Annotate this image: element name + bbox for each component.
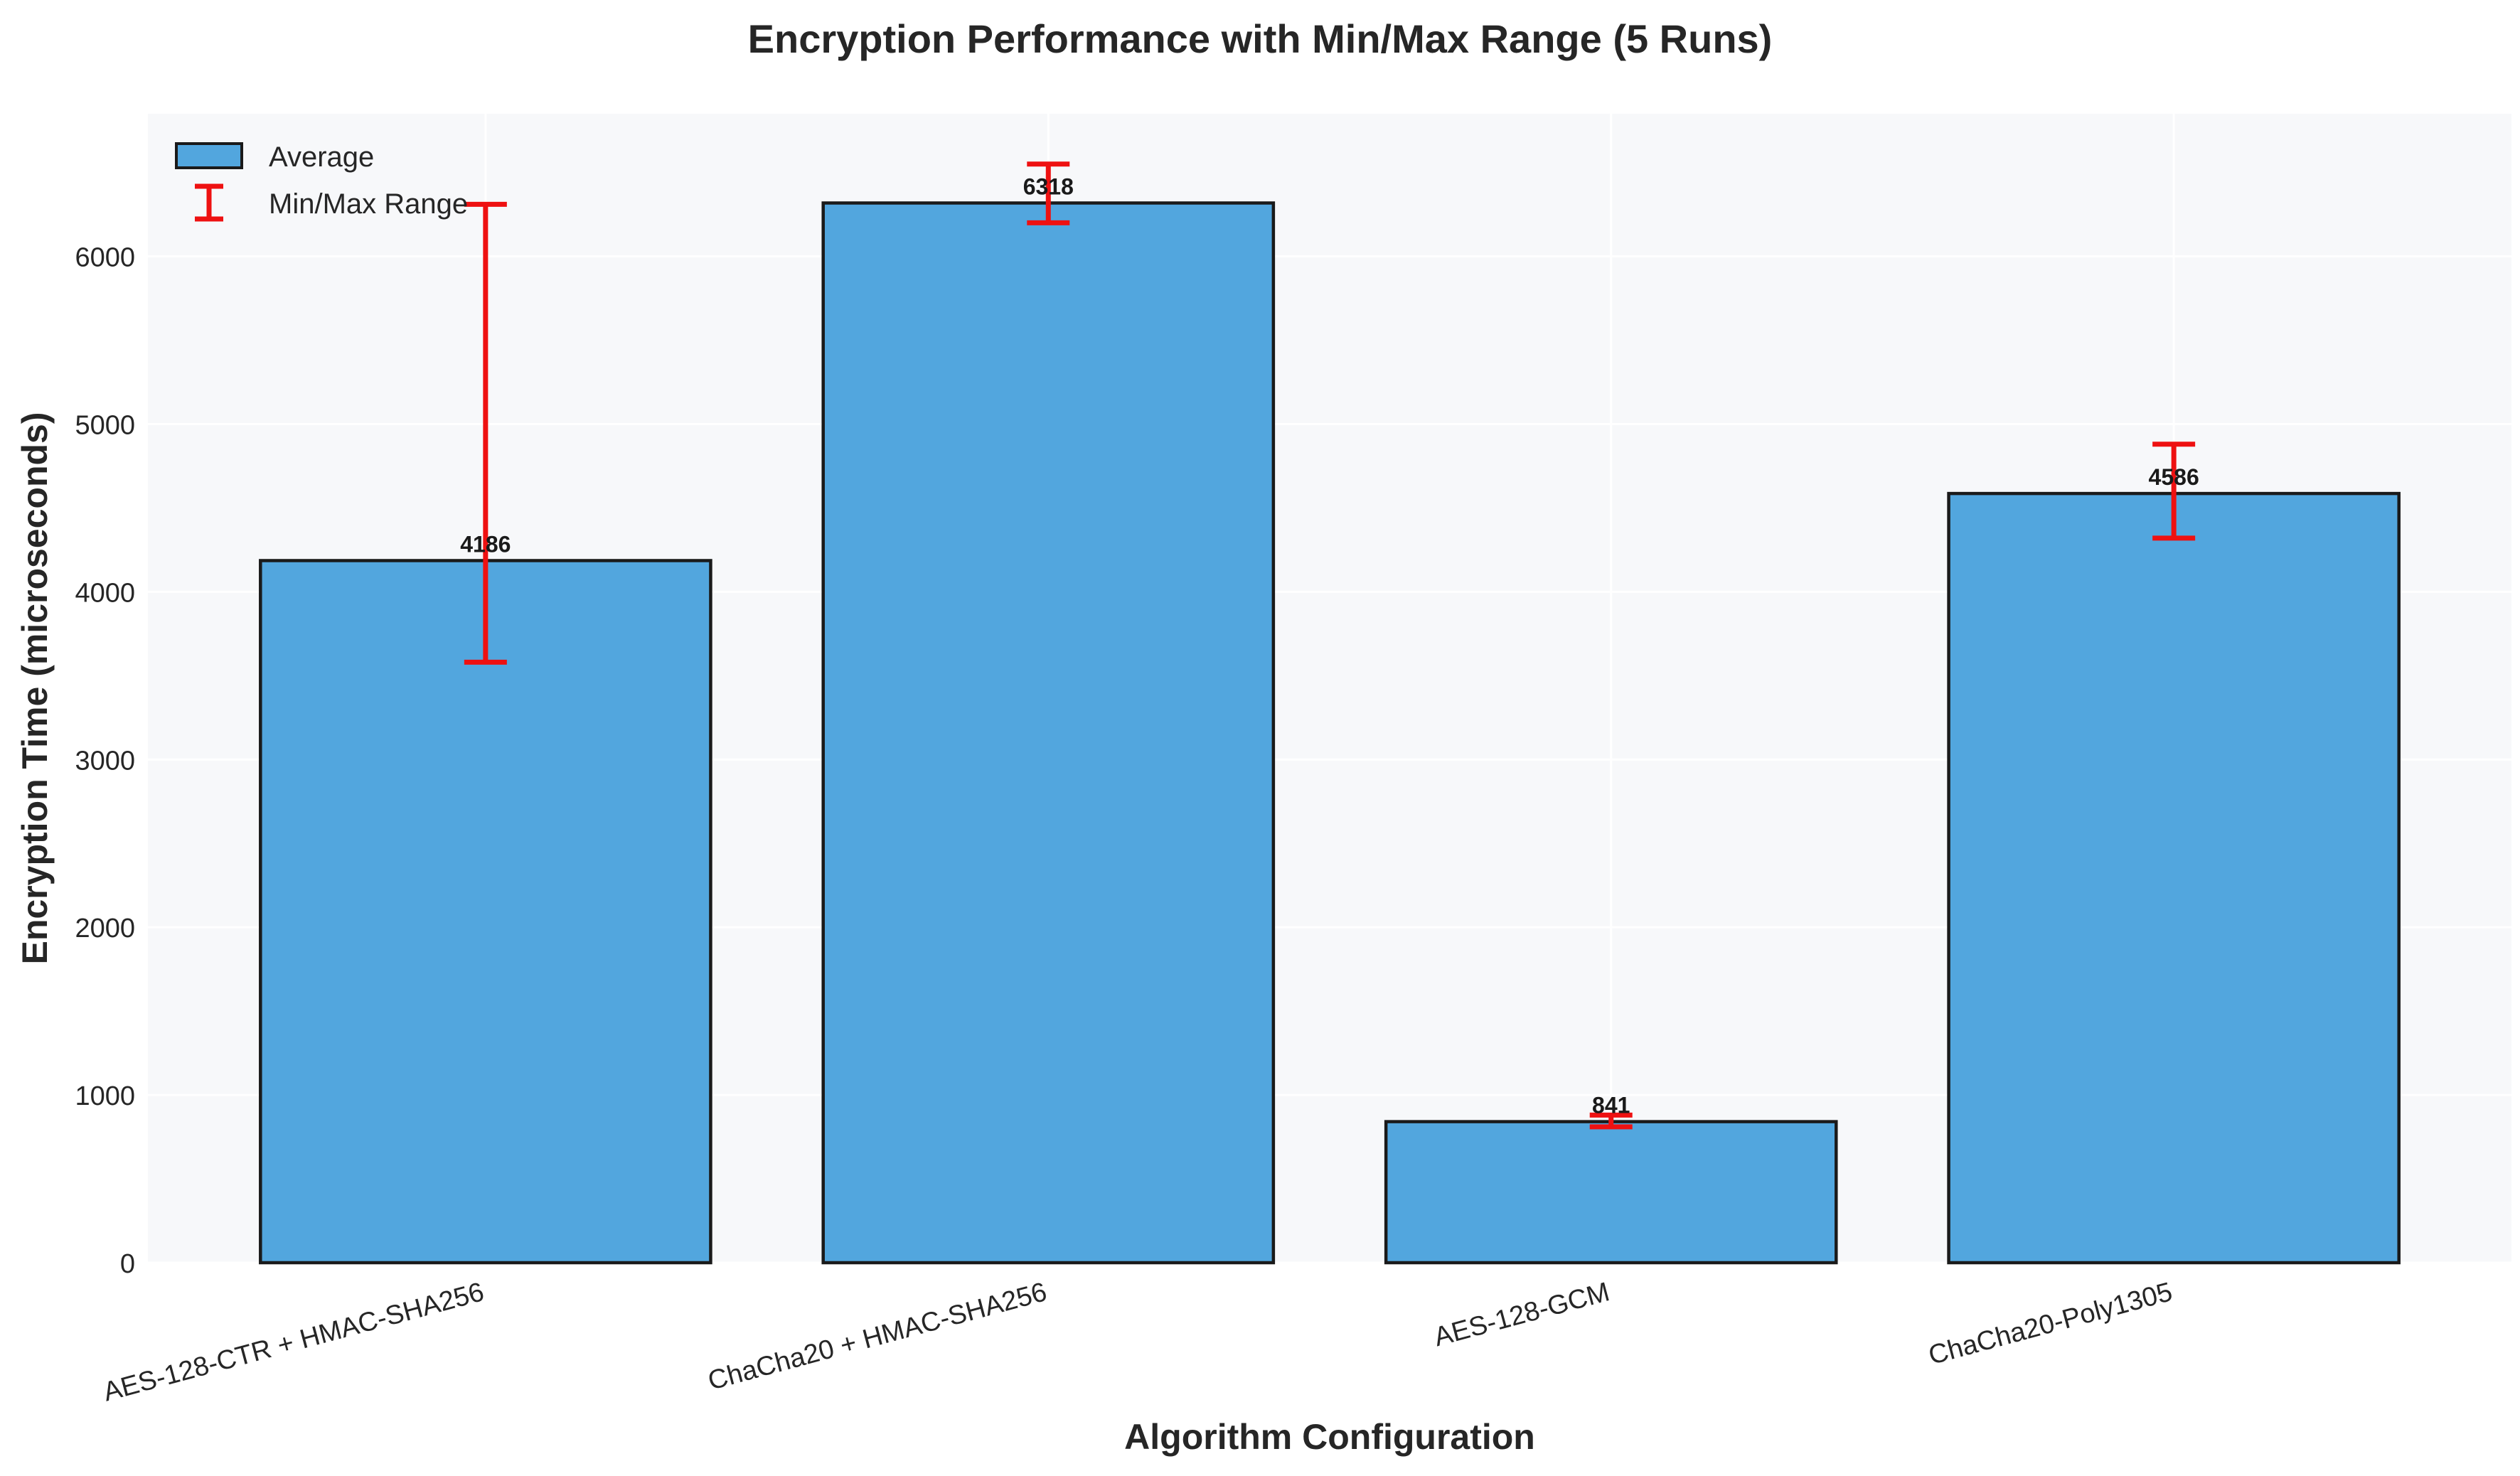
- x-axis-label: Algorithm Configuration: [1124, 1417, 1535, 1457]
- y-tick-label: 5000: [75, 410, 135, 440]
- x-tick-label: ChaCha20-Poly1305: [1926, 1277, 2176, 1371]
- bar: [1384, 1120, 1838, 1265]
- legend-label: Average: [269, 141, 374, 173]
- y-tick-label: 6000: [75, 243, 135, 273]
- bars: [259, 201, 2401, 1265]
- y-axis-label: Encryption Time (microseconds): [15, 412, 55, 964]
- y-tick-label: 2000: [75, 914, 135, 943]
- value-label: 841: [1592, 1093, 1630, 1118]
- x-tick-label: AES-128-CTR + HMAC-SHA256: [100, 1277, 487, 1407]
- bar: [821, 201, 1276, 1265]
- bar: [1947, 491, 2401, 1265]
- value-labels: 4186 6318 841 4586: [460, 174, 2199, 1118]
- y-tick-label: 4000: [75, 578, 135, 608]
- error-bars: [464, 161, 2196, 1130]
- min-max-errorbar: [2152, 442, 2196, 541]
- value-label: 4186: [460, 531, 511, 557]
- x-tick-label: ChaCha20 + HMAC-SHA256: [705, 1277, 1050, 1396]
- y-axis-ticks: 0 1000 2000 3000 4000 5000 6000: [75, 243, 135, 1279]
- value-label: 6318: [1023, 174, 1074, 200]
- value-label: 4586: [2149, 464, 2199, 490]
- legend-label: Min/Max Range: [269, 188, 468, 220]
- legend-item-min-max: Min/Max Range: [195, 183, 468, 222]
- y-tick-label: 1000: [75, 1081, 135, 1111]
- y-tick-label: 3000: [75, 746, 135, 776]
- chart-title: Encryption Performance with Min/Max Rang…: [748, 16, 1773, 61]
- min-max-errorbar: [464, 201, 507, 665]
- legend-item-average: Average: [175, 141, 374, 173]
- min-max-errorbar: [1027, 161, 1070, 225]
- min-max-errorbar: [1589, 1112, 1633, 1130]
- y-tick-label: 0: [120, 1249, 135, 1279]
- legend: Average Min/Max Range: [175, 141, 468, 222]
- x-tick-label: AES-128-GCM: [1431, 1277, 1613, 1352]
- x-axis-ticks: AES-128-CTR + HMAC-SHA256 ChaCha20 + HMAC…: [100, 1277, 2176, 1407]
- bar: [259, 559, 712, 1265]
